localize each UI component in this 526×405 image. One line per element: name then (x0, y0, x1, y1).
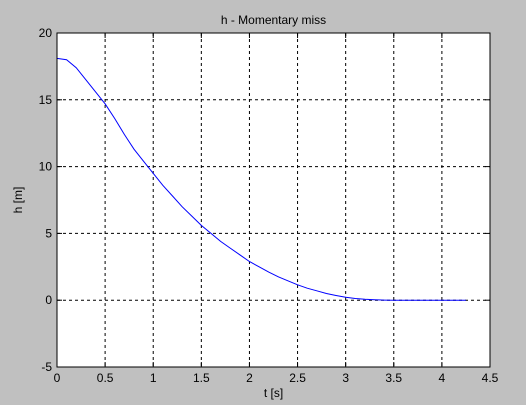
x-tick-label: 0 (54, 371, 61, 385)
grid-lines (57, 33, 490, 367)
x-tick-label: 1.5 (193, 371, 210, 385)
plot-frame (56, 32, 491, 368)
x-tick-label: 4 (439, 371, 446, 385)
plot-area (56, 32, 491, 368)
x-tick-label: 3.5 (385, 371, 402, 385)
series-line (56, 57, 466, 301)
x-axis-label: t [s] (264, 386, 283, 400)
x-tick-label: 2 (246, 371, 253, 385)
chart-title: h - Momentary miss (221, 13, 326, 27)
y-tick-label: 5 (45, 226, 52, 240)
x-tick-label: 0.5 (97, 371, 114, 385)
x-tick-label: 1 (150, 371, 157, 385)
y-tick-label: 20 (39, 26, 53, 40)
x-tick-label: 3 (342, 371, 349, 385)
y-tick-label: 15 (39, 93, 53, 107)
x-tick-label: 2.5 (289, 371, 306, 385)
y-tick-label: 0 (45, 293, 52, 307)
x-tick-label: 4.5 (482, 371, 499, 385)
series-layer (56, 57, 466, 301)
y-tick-label: 10 (39, 160, 53, 174)
y-axis-label: h [m] (11, 187, 25, 214)
y-tick-label: -5 (41, 360, 52, 374)
